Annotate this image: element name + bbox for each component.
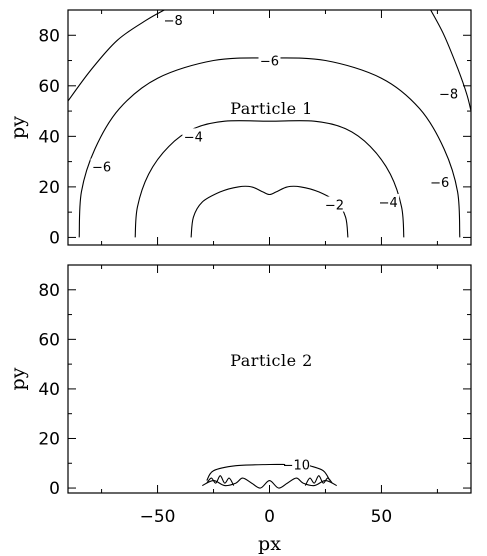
bottom-contour-label-bg [285, 456, 308, 472]
top-contour-label: −8 [439, 87, 458, 102]
top-contour-label-bg [377, 194, 400, 210]
top-plot-frame [67, 9, 472, 246]
bottom-x-tick-label: 50 [371, 507, 393, 527]
top-y-tick-label: 60 [38, 77, 60, 97]
top-y-tick-label: 80 [38, 26, 60, 46]
top-y-tick-label: 20 [38, 178, 60, 198]
top-y-tick-label: 40 [38, 127, 60, 147]
top-contour-label: −8 [164, 14, 183, 29]
top-contour-label-bg [162, 12, 185, 28]
bottom-y-tick-label: 20 [38, 429, 60, 449]
bottom-y-tick-label: 0 [49, 479, 60, 499]
bottom-contour-line-fragment-part2 [304, 475, 333, 486]
bottom-contour-line-10 [206, 463, 286, 481]
top-contour-line-4 [134, 120, 405, 238]
bottom-y-tick-label: 80 [38, 281, 60, 301]
bottom-plot-frame [67, 264, 472, 494]
bottom-y-axis-label: py [7, 367, 29, 390]
top-contour-label-bg [258, 52, 281, 68]
top-contour-line-8-part2 [430, 10, 471, 112]
top-contour-label: −6 [430, 176, 449, 191]
bottom-contour-line-fragment [206, 475, 235, 486]
bottom-panel: −50 0 50 0 20 40 60 80 py px Particle 2 −10 [7, 264, 472, 555]
top-contour-label: −4 [379, 196, 398, 211]
bottom-y-tick-label: 40 [38, 380, 60, 400]
top-contour-label: −6 [260, 55, 279, 70]
top-panel: 0 20 40 60 80 py Particle 1 −2 −4 −4 −6 −6 −6 −8 −8 [7, 9, 472, 248]
bottom-y-tick-label: 60 [38, 330, 60, 350]
top-contour-label-bg [90, 158, 113, 174]
bottom-x-tick-label: 0 [264, 507, 275, 527]
top-contour-label-bg [428, 173, 451, 189]
bottom-x-axis-label: px [258, 533, 281, 555]
top-contour-set [68, 10, 471, 238]
top-contour-label-bg [437, 85, 460, 101]
bottom-contour-label: −10 [283, 459, 310, 474]
bottom-contour-set [202, 463, 337, 489]
top-contour-label: −4 [184, 130, 203, 145]
top-contour-label-bg [182, 128, 205, 144]
top-panel-title: Particle 1 [230, 99, 313, 118]
bottom-x-tick-label: −50 [140, 507, 176, 527]
top-contour-label-bg [323, 196, 346, 212]
top-y-axis-label: py [7, 116, 29, 139]
top-y-tick-label: 0 [49, 228, 60, 248]
bottom-contour-line-fragment [202, 477, 337, 489]
bottom-panel-title: Particle 2 [230, 351, 313, 370]
top-contour-label: −2 [325, 199, 344, 214]
top-contour-line-8 [68, 10, 165, 102]
top-contour-label: −6 [92, 161, 111, 176]
